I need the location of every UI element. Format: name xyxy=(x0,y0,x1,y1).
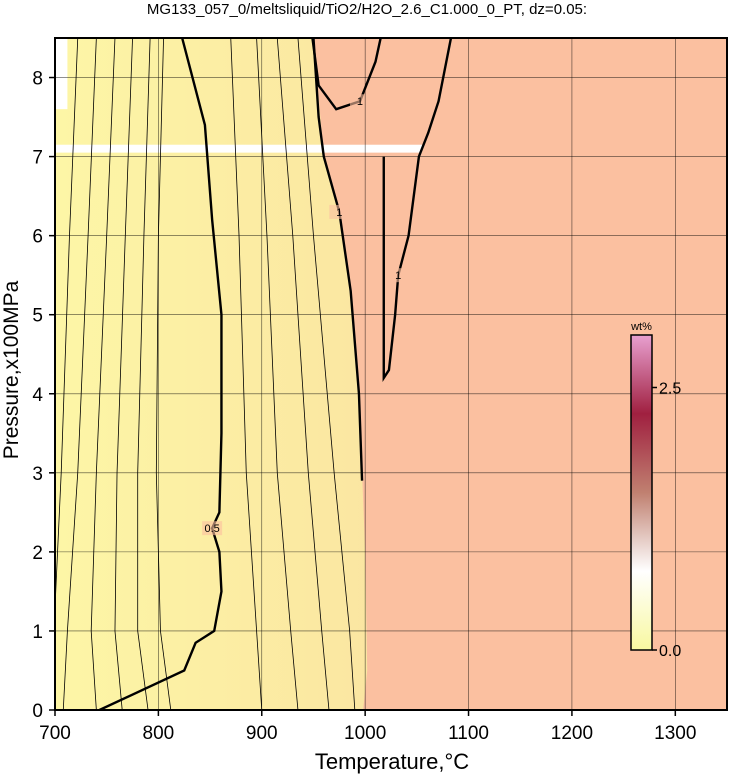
y-tick-label: 0 xyxy=(32,701,43,722)
colorbar-tick-label: 0.0 xyxy=(659,643,681,660)
contour-label: 0.5 xyxy=(204,523,219,535)
colorbar xyxy=(630,334,653,651)
x-axis-label: Temperature,°C xyxy=(315,749,469,774)
y-tick-label: 6 xyxy=(32,227,43,248)
contour-label-bg xyxy=(202,521,223,536)
contour-label: 1 xyxy=(336,207,342,219)
y-tick-label: 8 xyxy=(32,69,43,90)
colorbar-label: wt% xyxy=(630,321,652,333)
x-tick-label: 900 xyxy=(246,723,278,744)
y-tick-label: 5 xyxy=(32,306,43,327)
x-tick-label: 700 xyxy=(39,723,71,744)
contour-label: 1 xyxy=(357,96,363,108)
y-tick-label: 1 xyxy=(32,622,43,643)
contour-label-bg xyxy=(329,204,350,219)
plot-area: 0.5 1 1 1 xyxy=(55,38,727,710)
y-tick-label: 4 xyxy=(32,385,43,406)
x-tick-label: 1200 xyxy=(551,723,593,744)
colorbar-tick-label: 2.5 xyxy=(659,381,681,398)
y-tick-label: 2 xyxy=(32,543,43,564)
high-fill xyxy=(313,38,727,710)
contour-line xyxy=(55,38,79,608)
contour-label-bg xyxy=(388,268,409,283)
y-tick-label: 7 xyxy=(32,148,43,169)
no-data xyxy=(55,38,68,110)
overlay: 700 800 900 1000 1100 1200 1300 0 1 2 3 4 5 6 7 8 wt% 0.0… xyxy=(32,37,728,744)
chart-title: MG133_057_0/meltsliquid/TiO2/H2O_2.6_C1.… xyxy=(147,1,587,18)
x-tick-label: 1100 xyxy=(448,723,489,744)
y-tick-label: 3 xyxy=(32,464,43,485)
x-tick-label: 800 xyxy=(143,723,175,744)
x-tick-label: 1300 xyxy=(654,723,696,744)
contour-label: 1 xyxy=(395,270,401,282)
no-data xyxy=(55,144,423,153)
plot-frame xyxy=(54,37,728,711)
x-tick-label: 1000 xyxy=(344,723,386,744)
y-axis-label: Pressure,x100MPa xyxy=(0,280,23,459)
